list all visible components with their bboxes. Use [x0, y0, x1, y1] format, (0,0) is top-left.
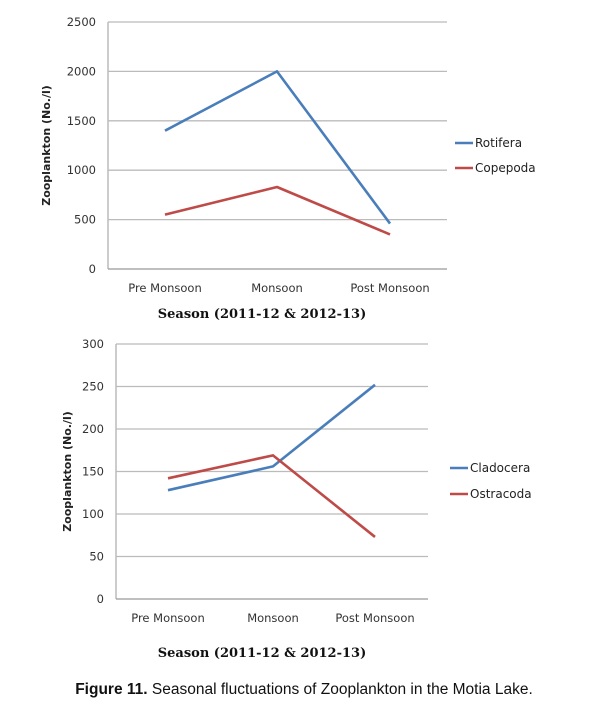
- legend-label: Copepoda: [475, 161, 536, 175]
- y-tick-label: 1500: [67, 114, 96, 128]
- y-tick-label: 0: [97, 592, 104, 606]
- y-tick-label: 50: [89, 550, 104, 564]
- y-tick-label: 150: [82, 465, 104, 479]
- series-line-rotifera: [164, 70, 392, 225]
- legend-label: Rotifera: [475, 136, 522, 150]
- caption-label: Figure 11.: [75, 681, 148, 698]
- series-line-cladocera: [167, 383, 376, 492]
- legend-label: Ostracoda: [470, 487, 532, 501]
- series-line-copepoda: [164, 185, 391, 236]
- y-tick-label: 200: [82, 422, 104, 436]
- x-tick-label: Monsoon: [247, 611, 299, 625]
- y-tick-label: 2000: [67, 64, 96, 78]
- figure-caption: Figure 11. Seasonal fluctuations of Zoop…: [0, 681, 608, 699]
- legend-label: Cladocera: [470, 461, 530, 475]
- y-tick-label: 100: [82, 507, 104, 521]
- y-tick-label: 300: [82, 337, 104, 351]
- caption-text: Seasonal fluctuations of Zooplankton in …: [147, 681, 533, 698]
- y-tick-label: 500: [74, 213, 96, 227]
- y-axis-title: Zooplankton (No./l): [61, 411, 74, 532]
- y-axis-title: Zooplankton (No./l): [40, 85, 53, 206]
- x-tick-label: Post Monsoon: [335, 611, 414, 625]
- y-tick-label: 1000: [67, 163, 96, 177]
- x-tick-label: Pre Monsoon: [131, 611, 205, 625]
- x-tick-label: Monsoon: [251, 281, 303, 295]
- x-axis-title: Season (2011-12 & 2012-13): [158, 646, 366, 661]
- x-tick-label: Post Monsoon: [350, 281, 429, 295]
- x-axis-title: Season (2011-12 & 2012-13): [158, 307, 366, 322]
- y-tick-label: 250: [82, 380, 104, 394]
- x-tick-label: Pre Monsoon: [128, 281, 202, 295]
- y-tick-label: 2500: [67, 15, 96, 29]
- y-tick-label: 0: [89, 262, 96, 276]
